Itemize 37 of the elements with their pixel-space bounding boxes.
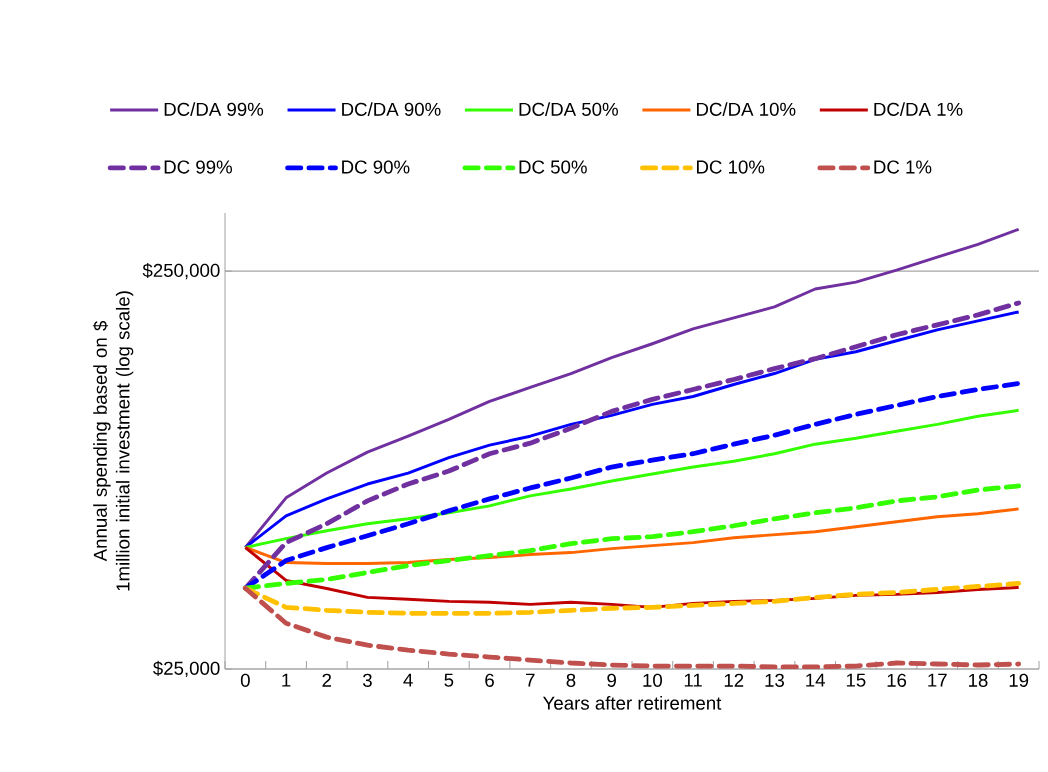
x-tick-label: 9	[607, 673, 616, 687]
x-tick-label: 11	[684, 673, 702, 687]
x-tick-label: 0	[240, 673, 250, 687]
y-tick-label: $25,000	[153, 660, 220, 678]
x-tick-label: 17	[928, 673, 947, 687]
legend-label: DC/DA 1%	[874, 102, 963, 116]
y-tick-label: $250,000	[142, 262, 220, 280]
legend-label: DC 1%	[874, 160, 932, 174]
legend-label: DC 90%	[342, 160, 410, 174]
x-tick-label: 4	[403, 673, 413, 687]
x-tick-label: 15	[846, 673, 866, 687]
line-series	[243, 310, 1021, 549]
x-tick-label: 6	[485, 673, 494, 687]
x-tick-label: 19	[1009, 673, 1029, 687]
legend-label: DC/DA 90%	[342, 102, 441, 116]
x-axis-title: Years after retirement	[543, 696, 722, 710]
legend-label: DC/DA 50%	[519, 102, 618, 116]
x-tick-label: 12	[724, 673, 744, 687]
legend-label: DC 99%	[164, 160, 233, 174]
x-tick-label: 18	[969, 673, 988, 687]
legend-label: DC 10%	[696, 160, 765, 174]
x-tick-label: 2	[322, 673, 332, 687]
legend-label: DC 50%	[519, 160, 587, 174]
x-tick-label: 13	[765, 673, 785, 687]
x-tick-label: 3	[362, 673, 372, 687]
x-tick-label: 7	[526, 673, 535, 687]
x-tick-label: 16	[887, 673, 907, 687]
line-series	[243, 227, 1021, 549]
x-tick-label: 8	[566, 673, 576, 687]
x-tick-label: 14	[806, 673, 825, 687]
legend-label: DC/DA 10%	[696, 102, 796, 116]
line-series	[243, 408, 1021, 549]
y-axis-title: Annual spending based on $ 1million initial investment (log scale)	[92, 291, 134, 591]
x-tick-label: 10	[643, 673, 663, 687]
x-tick-label: 5	[444, 673, 454, 687]
x-tick-label: 1	[282, 673, 291, 687]
legend-label: DC/DA 99%	[164, 102, 264, 116]
